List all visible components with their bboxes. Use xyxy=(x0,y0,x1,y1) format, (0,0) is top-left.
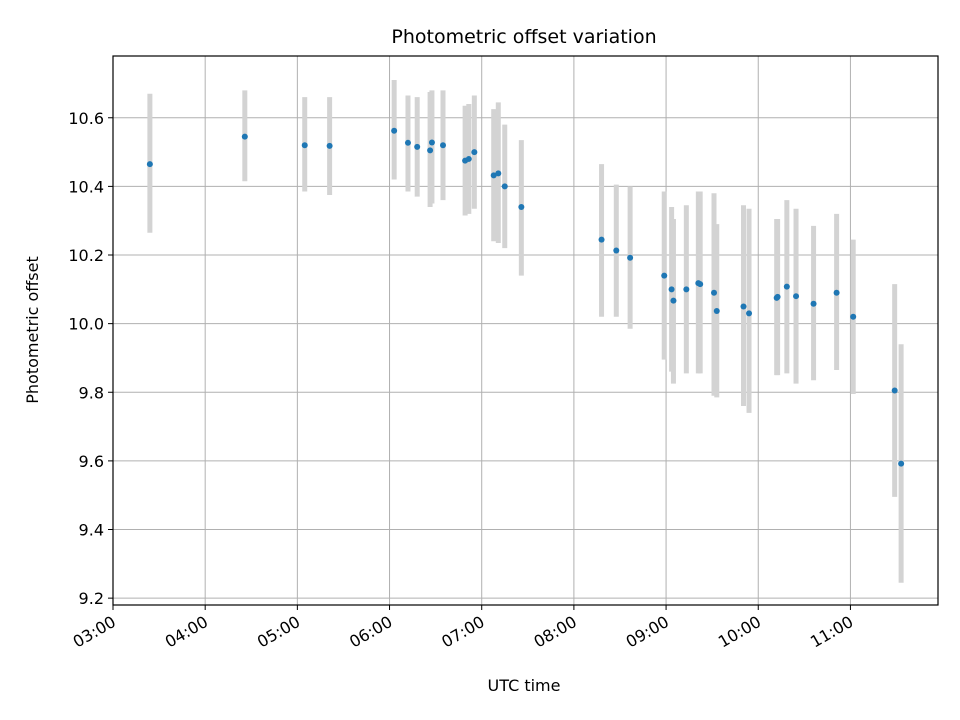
data-point xyxy=(501,183,508,190)
data-point xyxy=(627,254,634,261)
data-point xyxy=(495,170,502,177)
data-point xyxy=(746,310,753,317)
data-point xyxy=(697,281,704,288)
data-point xyxy=(713,307,720,314)
data-point xyxy=(391,127,398,134)
chart-title: Photometric offset variation xyxy=(391,26,656,48)
y-tick-label: 10.6 xyxy=(68,109,104,128)
data-point xyxy=(598,236,605,243)
data-point xyxy=(404,139,411,146)
x-axis-label: UTC time xyxy=(488,676,561,695)
y-tick-label: 9.8 xyxy=(79,383,104,402)
data-point xyxy=(683,286,690,293)
data-point xyxy=(490,172,497,179)
y-tick-label: 9.2 xyxy=(79,589,104,608)
y-tick-label: 10.2 xyxy=(68,246,104,265)
data-point xyxy=(465,155,472,162)
data-point xyxy=(146,161,153,168)
data-point xyxy=(661,272,668,279)
data-point xyxy=(440,142,446,149)
data-point xyxy=(668,286,675,293)
data-point xyxy=(810,300,817,307)
data-point xyxy=(793,293,800,300)
data-point xyxy=(850,313,857,320)
y-axis-ticks: 9.2 9.4 9.6 9.8 10.0 10.2 10.4 10.6 xyxy=(68,109,113,608)
data-point xyxy=(241,133,248,140)
plot-frame xyxy=(112,55,939,606)
data-point xyxy=(711,289,718,296)
data-point xyxy=(301,142,308,149)
grid xyxy=(112,56,938,605)
y-tick-label: 9.4 xyxy=(79,521,104,540)
data-point xyxy=(428,139,435,146)
data-point xyxy=(891,387,898,394)
y-tick-label: 9.6 xyxy=(79,452,104,471)
data-points xyxy=(146,127,905,467)
data-point xyxy=(783,283,790,290)
y-axis-label: Photometric offset xyxy=(23,256,42,404)
y-tick-label: 10.4 xyxy=(68,177,104,196)
data-point xyxy=(670,297,677,304)
data-point xyxy=(414,143,421,150)
data-point xyxy=(898,460,905,467)
y-tick-label: 10.0 xyxy=(68,315,104,334)
data-point xyxy=(326,142,333,149)
data-point xyxy=(518,203,525,210)
data-point xyxy=(427,147,434,154)
data-point xyxy=(740,303,747,310)
data-point xyxy=(833,289,840,296)
data-point xyxy=(774,293,781,300)
data-point xyxy=(471,149,478,156)
data-point xyxy=(613,247,620,254)
